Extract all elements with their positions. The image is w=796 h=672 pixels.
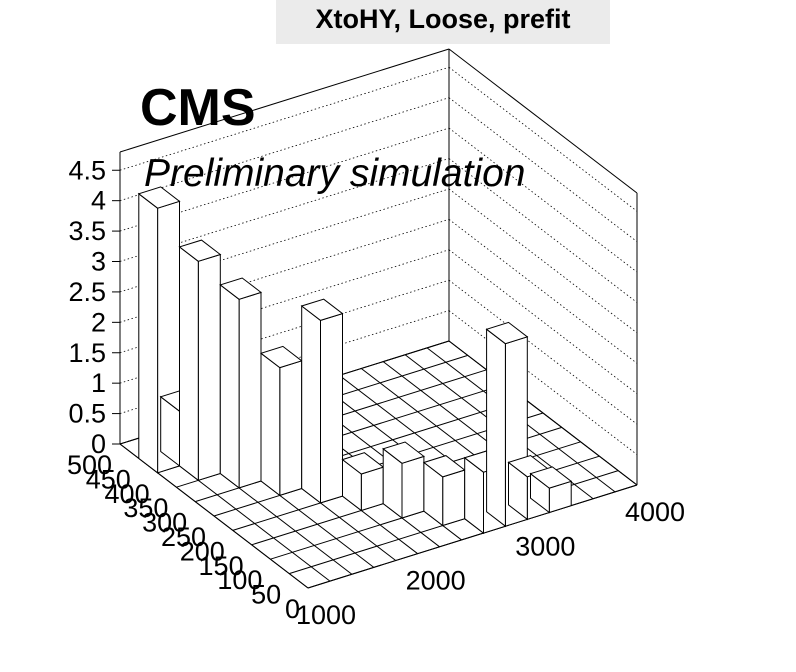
- bar-top-face: [259, 345, 303, 369]
- y-tick-label: 0: [285, 594, 300, 624]
- z-grid-line: [448, 188, 638, 334]
- cms-label: CMS: [140, 79, 256, 137]
- z-grid-line: [448, 158, 638, 303]
- frame-edge: [119, 48, 450, 153]
- bars-group: [137, 186, 573, 535]
- bar-top-face: [422, 455, 466, 478]
- frame-edge: [448, 340, 638, 486]
- bar-side-face: [138, 192, 159, 474]
- y-tick-label: 350: [123, 493, 168, 523]
- bar-front-face: [442, 469, 466, 527]
- y-tick-label: 200: [180, 536, 225, 566]
- status-label: Preliminary simulation: [144, 152, 526, 195]
- bar-top-face: [300, 298, 344, 321]
- bar-top-face: [382, 441, 425, 464]
- z-tick-label: 1: [91, 368, 106, 398]
- y-tick-label: 250: [161, 522, 206, 552]
- bar-side-face: [301, 304, 321, 504]
- tick-labels: 00.511.522.533.544.510002000300040000501…: [67, 155, 685, 630]
- bar-side-face: [486, 328, 506, 528]
- bar-front-face: [401, 455, 425, 519]
- bar-top-face: [178, 239, 222, 262]
- y-tick-label: 300: [142, 508, 187, 538]
- y-tick-label: 450: [86, 464, 131, 494]
- x-tick-label: 3000: [515, 531, 575, 561]
- bar-top-face: [529, 466, 573, 489]
- y-tick-label: 500: [67, 450, 112, 480]
- z-tick-label: 0: [91, 429, 106, 459]
- title-box: [276, 0, 610, 44]
- y-tick-label: 400: [105, 479, 150, 509]
- bar-top-face: [137, 186, 181, 209]
- z-grid-line: [448, 66, 638, 212]
- z-tick-label: 4: [91, 186, 106, 216]
- z-tick-label: 2.5: [68, 277, 106, 307]
- z-grid-line: [448, 279, 638, 425]
- y-tick-label: 100: [217, 565, 262, 595]
- bar-side-face: [179, 245, 199, 482]
- bar-front-face: [279, 360, 303, 497]
- bar-top-face: [341, 452, 385, 475]
- bar-front-face: [360, 466, 384, 512]
- z-tick-label: 2: [91, 307, 106, 337]
- x-tick-label: 1000: [296, 600, 356, 630]
- bar-front-face: [197, 253, 221, 481]
- z-grid-line: [448, 97, 638, 242]
- y-tick-label: 50: [251, 580, 281, 610]
- bar-top-face: [485, 321, 529, 345]
- z-tick-label: 4.5: [68, 155, 106, 185]
- bar-side-face: [219, 283, 240, 489]
- frame-edge: [307, 484, 638, 589]
- z-grid-line: [119, 97, 450, 202]
- z-tick-label: 3.5: [68, 216, 106, 246]
- bar-front-face: [320, 312, 343, 504]
- z-grid-line: [119, 66, 450, 171]
- x-tick-label: 4000: [625, 497, 685, 527]
- z-grid-line: [448, 249, 638, 395]
- z-grid-line: [448, 127, 638, 273]
- z-grid-line: [448, 310, 638, 455]
- bar-top-face: [219, 277, 263, 300]
- z-tick-label: 0.5: [68, 399, 106, 429]
- frame-edge: [448, 48, 638, 194]
- z-tick-label: 1.5: [68, 338, 106, 368]
- y-tick-label: 150: [199, 551, 244, 581]
- x-tick-label: 2000: [406, 566, 466, 596]
- bar-side-face: [260, 352, 281, 497]
- z-tick-label: 3: [91, 247, 106, 277]
- z-grid-line: [448, 219, 638, 364]
- chart-title: XtoHY, Loose, prefit: [315, 4, 571, 34]
- bar-front-face: [238, 291, 262, 489]
